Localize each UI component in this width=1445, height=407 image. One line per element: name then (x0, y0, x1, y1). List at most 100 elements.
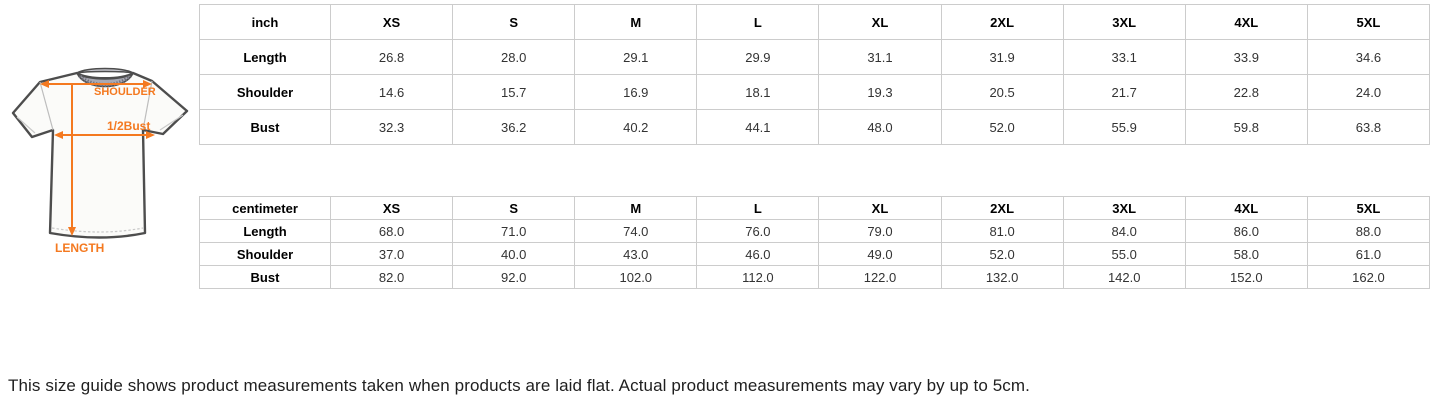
value-cell: 82.0 (329, 265, 454, 289)
row-label-cell: Bust (199, 109, 331, 145)
tshirt-body (11, 71, 189, 239)
value-cell: 31.1 (818, 39, 942, 75)
size-header-cell: 4XL (1184, 4, 1308, 40)
header-row: centimeter XS S M L XL 2XL 3XL 4XL 5XL (199, 196, 1431, 220)
value-cell: 18.1 (696, 74, 820, 110)
value-cell: 28.0 (452, 39, 576, 75)
value-cell: 33.9 (1184, 39, 1308, 75)
half-bust-arrow (54, 131, 155, 139)
measurement-row: Shoulder 14.6 15.7 16.9 18.1 19.3 20.5 21.7 22.8… (199, 74, 1431, 110)
value-cell: 142.0 (1062, 265, 1186, 289)
size-header-cell: 2XL (940, 196, 1064, 220)
value-cell: 79.0 (818, 219, 942, 243)
value-cell: 162.0 (1306, 265, 1431, 289)
size-header-cell: M (574, 196, 698, 220)
value-cell: 26.8 (329, 39, 454, 75)
size-header-cell: 3XL (1062, 4, 1186, 40)
value-cell: 16.9 (574, 74, 698, 110)
value-cell: 19.3 (818, 74, 942, 110)
value-cell: 14.6 (329, 74, 454, 110)
value-cell: 29.9 (696, 39, 820, 75)
value-cell: 34.6 (1306, 39, 1431, 75)
length-label: LENGTH (55, 241, 104, 255)
value-cell: 58.0 (1184, 242, 1308, 266)
value-cell: 37.0 (329, 242, 454, 266)
value-cell: 92.0 (452, 265, 576, 289)
tshirt-measurement-diagram: SHOULDER 1/2Bust LENGTH (6, 64, 196, 259)
measurement-row: Length 26.8 28.0 29.1 29.9 31.1 31.9 33.1 33.9 34… (199, 39, 1431, 75)
size-header-cell: L (696, 196, 820, 220)
value-cell: 122.0 (818, 265, 942, 289)
hem-stitch (51, 227, 144, 233)
value-cell: 55.0 (1062, 242, 1186, 266)
size-header-cell: XL (818, 196, 942, 220)
value-cell: 76.0 (696, 219, 820, 243)
row-label-cell: Bust (199, 265, 331, 289)
value-cell: 49.0 (818, 242, 942, 266)
value-cell: 40.2 (574, 109, 698, 145)
size-header-cell: 4XL (1184, 196, 1308, 220)
value-cell: 81.0 (940, 219, 1064, 243)
value-cell: 84.0 (1062, 219, 1186, 243)
value-cell: 52.0 (940, 242, 1064, 266)
size-header-cell: 5XL (1306, 4, 1431, 40)
half-bust-label: 1/2Bust (107, 119, 150, 133)
row-label-cell: Shoulder (199, 242, 331, 266)
value-cell: 33.1 (1062, 39, 1186, 75)
length-arrow (68, 84, 76, 236)
value-cell: 20.5 (940, 74, 1064, 110)
collar-back (76, 67, 134, 74)
size-table-centimeter: centimeter XS S M L XL 2XL 3XL 4XL 5XL Length 68.0 7… (199, 196, 1431, 289)
size-guide-footnote: This size guide shows product measuremen… (8, 376, 1030, 395)
size-header-cell: M (574, 4, 698, 40)
cuff-stitches (16, 114, 184, 134)
value-cell: 86.0 (1184, 219, 1308, 243)
row-label-cell: Length (199, 39, 331, 75)
value-cell: 132.0 (940, 265, 1064, 289)
value-cell: 44.1 (696, 109, 820, 145)
size-header-cell: 3XL (1062, 196, 1186, 220)
value-cell: 24.0 (1306, 74, 1431, 110)
value-cell: 152.0 (1184, 265, 1308, 289)
value-cell: 61.0 (1306, 242, 1431, 266)
header-row: inch XS S M L XL 2XL 3XL 4XL 5XL (199, 4, 1431, 40)
value-cell: 43.0 (574, 242, 698, 266)
shoulder-arrow (40, 80, 152, 88)
value-cell: 55.9 (1062, 109, 1186, 145)
size-header-cell: 5XL (1306, 196, 1431, 220)
size-header-cell: XS (329, 196, 454, 220)
value-cell: 21.7 (1062, 74, 1186, 110)
measurement-row: Shoulder 37.0 40.0 43.0 46.0 49.0 52.0 55.0 58.0… (199, 242, 1431, 266)
value-cell: 29.1 (574, 39, 698, 75)
value-cell: 63.8 (1306, 109, 1431, 145)
size-header-cell: XL (818, 4, 942, 40)
value-cell: 15.7 (452, 74, 576, 110)
value-cell: 40.0 (452, 242, 576, 266)
measurement-row: Bust 82.0 92.0 102.0 112.0 122.0 132.0 142.0 152… (199, 265, 1431, 289)
shoulder-label: SHOULDER (94, 86, 156, 98)
size-header-cell: XS (329, 4, 454, 40)
value-cell: 48.0 (818, 109, 942, 145)
value-cell: 46.0 (696, 242, 820, 266)
tshirt-illustration: SHOULDER 1/2Bust LENGTH (11, 67, 189, 255)
size-table-inch: inch XS S M L XL 2XL 3XL 4XL 5XL Length 26.8 28.0 29.… (199, 4, 1431, 145)
size-header-cell: L (696, 4, 820, 40)
value-cell: 112.0 (696, 265, 820, 289)
value-cell: 102.0 (574, 265, 698, 289)
unit-header-cell: centimeter (199, 196, 331, 220)
size-header-cell: S (452, 196, 576, 220)
size-header-cell: S (452, 4, 576, 40)
value-cell: 68.0 (329, 219, 454, 243)
value-cell: 52.0 (940, 109, 1064, 145)
unit-header-cell: inch (199, 4, 331, 40)
value-cell: 74.0 (574, 219, 698, 243)
value-cell: 36.2 (452, 109, 576, 145)
row-label-cell: Shoulder (199, 74, 331, 110)
value-cell: 88.0 (1306, 219, 1431, 243)
measurement-row: Length 68.0 71.0 74.0 76.0 79.0 81.0 84.0 86.0 88… (199, 219, 1431, 243)
value-cell: 31.9 (940, 39, 1064, 75)
value-cell: 59.8 (1184, 109, 1308, 145)
sleeve-seams (39, 80, 153, 131)
value-cell: 22.8 (1184, 74, 1308, 110)
value-cell: 71.0 (452, 219, 576, 243)
